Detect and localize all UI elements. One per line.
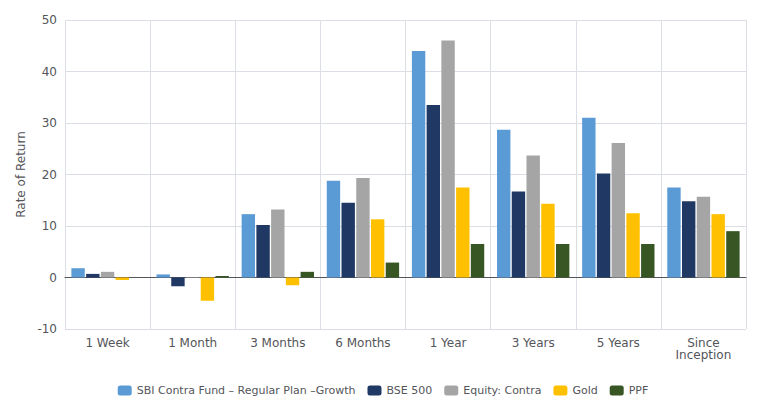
svg-text:-10: -10 xyxy=(37,322,57,336)
svg-text:Rate of Return: Rate of Return xyxy=(14,131,28,218)
svg-text:PPF: PPF xyxy=(629,384,649,397)
svg-text:20: 20 xyxy=(42,168,57,182)
svg-text:3 Months: 3 Months xyxy=(250,336,305,350)
svg-text:3 Years: 3 Years xyxy=(512,336,555,350)
svg-text:50: 50 xyxy=(42,13,57,27)
svg-text:1 Month: 1 Month xyxy=(168,336,217,350)
svg-text:10: 10 xyxy=(42,219,57,233)
svg-text:5 Years: 5 Years xyxy=(597,336,640,350)
svg-text:Inception: Inception xyxy=(676,348,732,362)
svg-text:30: 30 xyxy=(42,116,57,130)
svg-text:1 Week: 1 Week xyxy=(85,336,129,350)
svg-text:1 Year: 1 Year xyxy=(430,336,467,350)
svg-text:Gold: Gold xyxy=(572,384,597,397)
svg-text:BSE 500: BSE 500 xyxy=(386,384,432,397)
svg-text:SBI Contra Fund – Regular Plan: SBI Contra Fund – Regular Plan –Growth xyxy=(137,384,356,397)
svg-text:0: 0 xyxy=(49,271,57,285)
svg-text:Since: Since xyxy=(687,336,720,350)
svg-text:Equity: Contra: Equity: Contra xyxy=(463,384,541,397)
svg-text:6 Months: 6 Months xyxy=(335,336,390,350)
svg-text:40: 40 xyxy=(42,65,57,79)
